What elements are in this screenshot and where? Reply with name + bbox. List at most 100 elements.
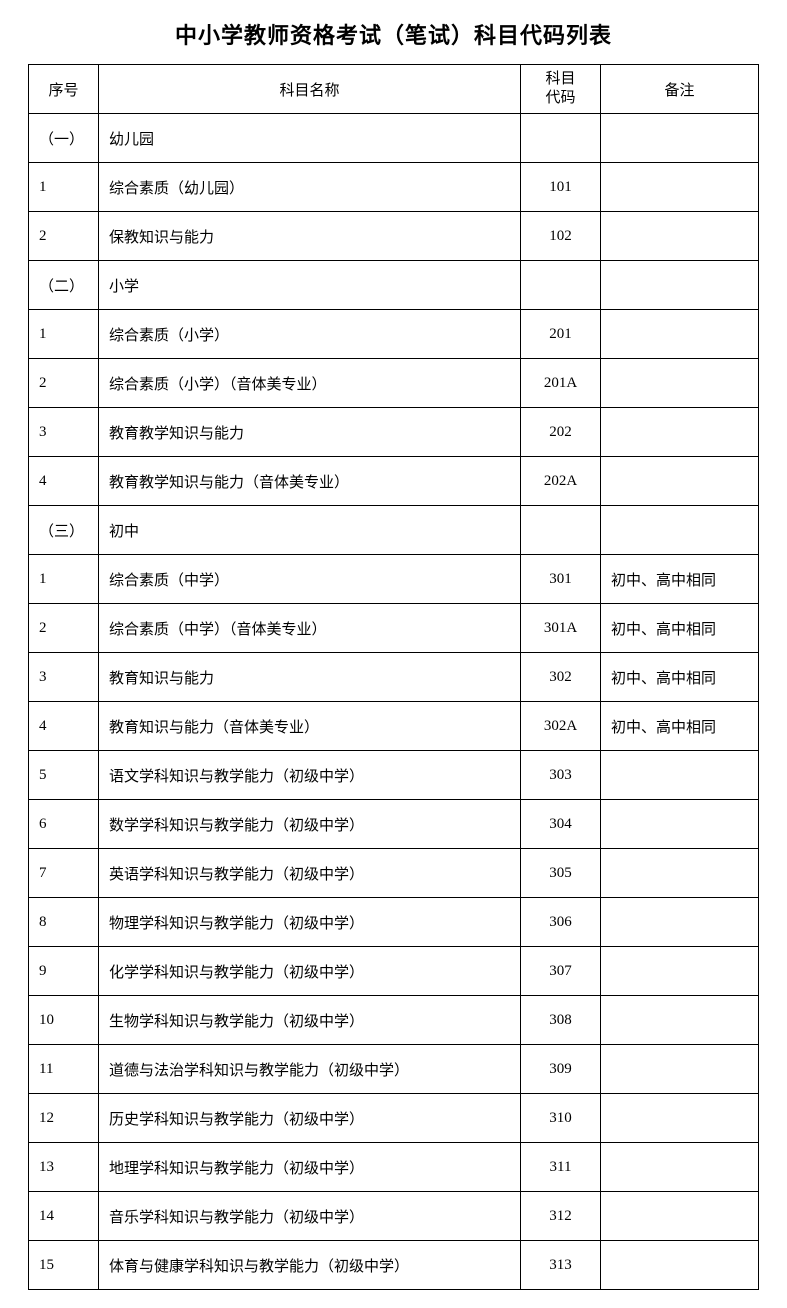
cell-code: 307 bbox=[521, 947, 601, 996]
cell-seq: 7 bbox=[29, 849, 99, 898]
cell-name: 英语学科知识与教学能力（初级中学） bbox=[99, 849, 521, 898]
cell-remark bbox=[601, 212, 759, 261]
cell-seq: 2 bbox=[29, 604, 99, 653]
cell-seq: 4 bbox=[29, 457, 99, 506]
table-row: （三）初中 bbox=[29, 506, 759, 555]
header-remark: 备注 bbox=[601, 65, 759, 114]
cell-seq: 13 bbox=[29, 1143, 99, 1192]
cell-name: 地理学科知识与教学能力（初级中学） bbox=[99, 1143, 521, 1192]
cell-code: 310 bbox=[521, 1094, 601, 1143]
cell-code: 303 bbox=[521, 751, 601, 800]
cell-remark bbox=[601, 408, 759, 457]
table-row: 9化学学科知识与教学能力（初级中学）307 bbox=[29, 947, 759, 996]
cell-remark: 初中、高中相同 bbox=[601, 702, 759, 751]
cell-seq: 6 bbox=[29, 800, 99, 849]
cell-remark bbox=[601, 1241, 759, 1290]
cell-code: 301A bbox=[521, 604, 601, 653]
cell-seq: （一） bbox=[29, 114, 99, 163]
cell-name: 幼儿园 bbox=[99, 114, 521, 163]
cell-seq: （三） bbox=[29, 506, 99, 555]
cell-remark bbox=[601, 163, 759, 212]
cell-name: 综合素质（中学） bbox=[99, 555, 521, 604]
cell-code: 101 bbox=[521, 163, 601, 212]
cell-code: 305 bbox=[521, 849, 601, 898]
cell-seq: 3 bbox=[29, 653, 99, 702]
cell-remark bbox=[601, 359, 759, 408]
cell-seq: 1 bbox=[29, 555, 99, 604]
table-row: 7英语学科知识与教学能力（初级中学）305 bbox=[29, 849, 759, 898]
cell-name: 道德与法治学科知识与教学能力（初级中学） bbox=[99, 1045, 521, 1094]
table-row: 2保教知识与能力102 bbox=[29, 212, 759, 261]
cell-name: 初中 bbox=[99, 506, 521, 555]
table-row: 15体育与健康学科知识与教学能力（初级中学）313 bbox=[29, 1241, 759, 1290]
cell-name: 历史学科知识与教学能力（初级中学） bbox=[99, 1094, 521, 1143]
cell-code: 312 bbox=[521, 1192, 601, 1241]
cell-name: 生物学科知识与教学能力（初级中学） bbox=[99, 996, 521, 1045]
cell-code bbox=[521, 114, 601, 163]
cell-name: 保教知识与能力 bbox=[99, 212, 521, 261]
cell-code bbox=[521, 261, 601, 310]
cell-remark bbox=[601, 506, 759, 555]
cell-remark bbox=[601, 1192, 759, 1241]
cell-name: 教育教学知识与能力 bbox=[99, 408, 521, 457]
table-row: 4教育教学知识与能力（音体美专业）202A bbox=[29, 457, 759, 506]
cell-remark bbox=[601, 1094, 759, 1143]
cell-remark bbox=[601, 1045, 759, 1094]
cell-code: 308 bbox=[521, 996, 601, 1045]
cell-name: 综合素质（小学）（音体美专业） bbox=[99, 359, 521, 408]
cell-code: 311 bbox=[521, 1143, 601, 1192]
cell-name: 小学 bbox=[99, 261, 521, 310]
cell-seq: 11 bbox=[29, 1045, 99, 1094]
cell-name: 体育与健康学科知识与教学能力（初级中学） bbox=[99, 1241, 521, 1290]
cell-code: 309 bbox=[521, 1045, 601, 1094]
cell-code: 313 bbox=[521, 1241, 601, 1290]
table-row: 1综合素质（中学）301初中、高中相同 bbox=[29, 555, 759, 604]
cell-seq: 9 bbox=[29, 947, 99, 996]
subject-code-table: 序号 科目名称 科目 代码 备注 （一）幼儿园1综合素质（幼儿园）1012保教知… bbox=[28, 64, 759, 1290]
cell-remark bbox=[601, 261, 759, 310]
cell-remark bbox=[601, 751, 759, 800]
table-header-row: 序号 科目名称 科目 代码 备注 bbox=[29, 65, 759, 114]
cell-name: 综合素质（小学） bbox=[99, 310, 521, 359]
table-row: 5语文学科知识与教学能力（初级中学）303 bbox=[29, 751, 759, 800]
cell-seq: 4 bbox=[29, 702, 99, 751]
cell-remark bbox=[601, 310, 759, 359]
table-row: 12历史学科知识与教学能力（初级中学）310 bbox=[29, 1094, 759, 1143]
cell-remark bbox=[601, 849, 759, 898]
table-row: 11道德与法治学科知识与教学能力（初级中学）309 bbox=[29, 1045, 759, 1094]
cell-seq: （二） bbox=[29, 261, 99, 310]
cell-seq: 5 bbox=[29, 751, 99, 800]
cell-code: 302 bbox=[521, 653, 601, 702]
cell-seq: 2 bbox=[29, 212, 99, 261]
cell-code: 304 bbox=[521, 800, 601, 849]
header-code: 科目 代码 bbox=[521, 65, 601, 114]
cell-remark: 初中、高中相同 bbox=[601, 653, 759, 702]
cell-code: 202A bbox=[521, 457, 601, 506]
table-row: 2综合素质（小学）（音体美专业）201A bbox=[29, 359, 759, 408]
table-row: 14音乐学科知识与教学能力（初级中学）312 bbox=[29, 1192, 759, 1241]
cell-seq: 12 bbox=[29, 1094, 99, 1143]
cell-remark bbox=[601, 800, 759, 849]
table-row: 10生物学科知识与教学能力（初级中学）308 bbox=[29, 996, 759, 1045]
table-row: 4教育知识与能力（音体美专业）302A初中、高中相同 bbox=[29, 702, 759, 751]
cell-code: 301 bbox=[521, 555, 601, 604]
cell-code: 306 bbox=[521, 898, 601, 947]
table-row: 3教育知识与能力302初中、高中相同 bbox=[29, 653, 759, 702]
cell-remark bbox=[601, 114, 759, 163]
table-row: （二）小学 bbox=[29, 261, 759, 310]
header-code-line2: 代码 bbox=[531, 89, 590, 109]
cell-code: 302A bbox=[521, 702, 601, 751]
header-code-line1: 科目 bbox=[531, 70, 590, 90]
cell-name: 教育知识与能力 bbox=[99, 653, 521, 702]
table-body: （一）幼儿园1综合素质（幼儿园）1012保教知识与能力102（二）小学1综合素质… bbox=[29, 114, 759, 1290]
table-row: 1综合素质（幼儿园）101 bbox=[29, 163, 759, 212]
table-row: （一）幼儿园 bbox=[29, 114, 759, 163]
cell-code: 102 bbox=[521, 212, 601, 261]
cell-name: 综合素质（中学）（音体美专业） bbox=[99, 604, 521, 653]
cell-seq: 3 bbox=[29, 408, 99, 457]
cell-code bbox=[521, 506, 601, 555]
cell-remark bbox=[601, 457, 759, 506]
cell-remark bbox=[601, 898, 759, 947]
cell-seq: 1 bbox=[29, 163, 99, 212]
table-row: 3教育教学知识与能力202 bbox=[29, 408, 759, 457]
